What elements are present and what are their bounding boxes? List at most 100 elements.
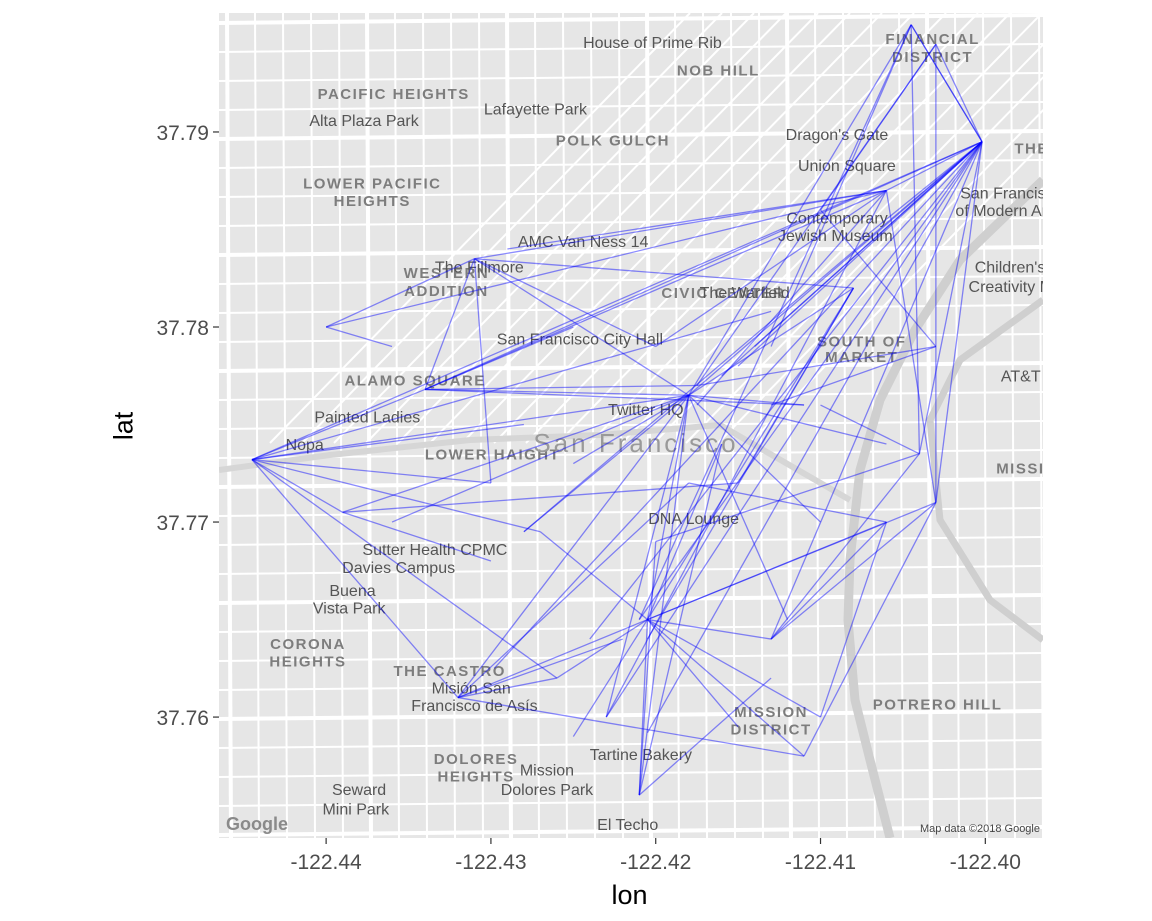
place-label: Lafayette Park [484,101,588,118]
route-segment [646,141,983,734]
street-line [898,13,904,838]
route-segment [638,619,649,796]
route-segment [688,24,912,396]
route-segment [688,394,887,445]
place-label: DNA Lounge [648,511,739,528]
route-segment [251,459,343,513]
route-segment [688,394,805,406]
place-label: AT&T P [1001,369,1056,386]
route-segment [457,394,690,698]
x-tick-label: -122.44 [291,851,363,874]
route-segment [696,345,936,387]
google-logo: Google [226,814,288,834]
street-line [219,507,1043,517]
route-segment [391,394,689,523]
neighborhood-label: DOLORES [434,751,519,768]
street-line [525,13,947,444]
neighborhood-label: THE CASTRO [393,663,506,680]
route-segment [424,388,805,406]
route-segment [647,521,887,621]
neighborhood-label: DISTRICT [892,49,973,66]
neighborhood-label: THE EAST CU [1014,140,1131,157]
route-segment [646,395,690,620]
route-segment [523,394,690,533]
route-segment [424,141,983,391]
route-segment [424,388,689,396]
neighborhood-label: HEIGHTS [437,768,514,785]
street-line [219,565,1043,575]
place-label: Francisco de Asís [411,698,537,715]
street-line [310,13,316,838]
place-label: Mini Park [322,802,390,819]
route-segment [424,326,574,391]
route-segment [474,258,657,348]
street-line [219,652,1043,662]
place-label: San Francisco City Hall [497,332,663,349]
street-line [219,739,1043,749]
street-line [1038,13,1043,838]
route-segment [457,618,648,699]
street-line [749,141,1043,444]
route-segment [737,287,855,484]
place-label: San Francisco [533,428,738,458]
route-segment [589,141,983,640]
route-segment [770,521,887,640]
route-segment [474,189,887,260]
place-label: Seward [332,782,386,799]
street-line [219,304,1043,314]
route-segment [523,141,983,533]
neighborhood-label: HEIGHTS [269,653,346,670]
street-line [219,449,1043,459]
route-segment [342,394,689,513]
place-label: Jewish Museum [778,228,893,245]
neighborhood-label: DISTRICT [730,722,811,739]
street-line [422,13,428,838]
route-segment [251,458,491,484]
street-line [219,825,1043,837]
route-segment [647,619,805,757]
street-line [534,13,540,838]
street-line [758,13,764,838]
route-segment [638,395,690,796]
route-segment [646,443,723,620]
street-line [621,13,1043,444]
neighborhood-label: POLK GULCH [556,133,670,150]
place-label: Financial District [849,0,967,5]
neighborhood-label: CIVIC CENTER [661,285,785,302]
route-segment [688,482,887,523]
place-label: Contemporary [786,211,887,228]
route-segment [688,395,789,620]
route-segment [688,394,821,523]
street-line [219,709,1043,721]
place-label: San Francisco Muse [960,185,1106,202]
route-segment [688,287,854,396]
street-line [269,13,691,444]
route-segment [457,482,690,699]
neighborhood-label: LOWER HAIGHT [425,447,561,464]
route-segment [251,459,541,533]
route-segment [251,310,772,461]
route-segment [655,453,920,543]
street-line [562,13,568,838]
route-segment [646,619,739,728]
neighborhood-label: CORONA [270,636,346,653]
street-line [590,13,596,838]
place-label: House of Prime Rib [583,35,722,52]
route-segment [646,287,855,620]
route-segment [770,345,937,406]
street-line [365,13,787,444]
y-tick-label: 37.79 [156,122,209,145]
route-segment [457,638,623,699]
y-tick-label: 37.78 [156,317,209,340]
street-line [814,13,820,838]
y-tick-label: 37.76 [156,707,209,730]
neighborhood-label: POTRERO HILL [873,696,1003,713]
route-segment [918,141,983,454]
street-line [219,188,1043,198]
route-segment [251,459,459,698]
route-segment [770,453,920,640]
neighborhood-label: LOWER PACIFIC [303,176,441,193]
route-segment [638,443,723,796]
